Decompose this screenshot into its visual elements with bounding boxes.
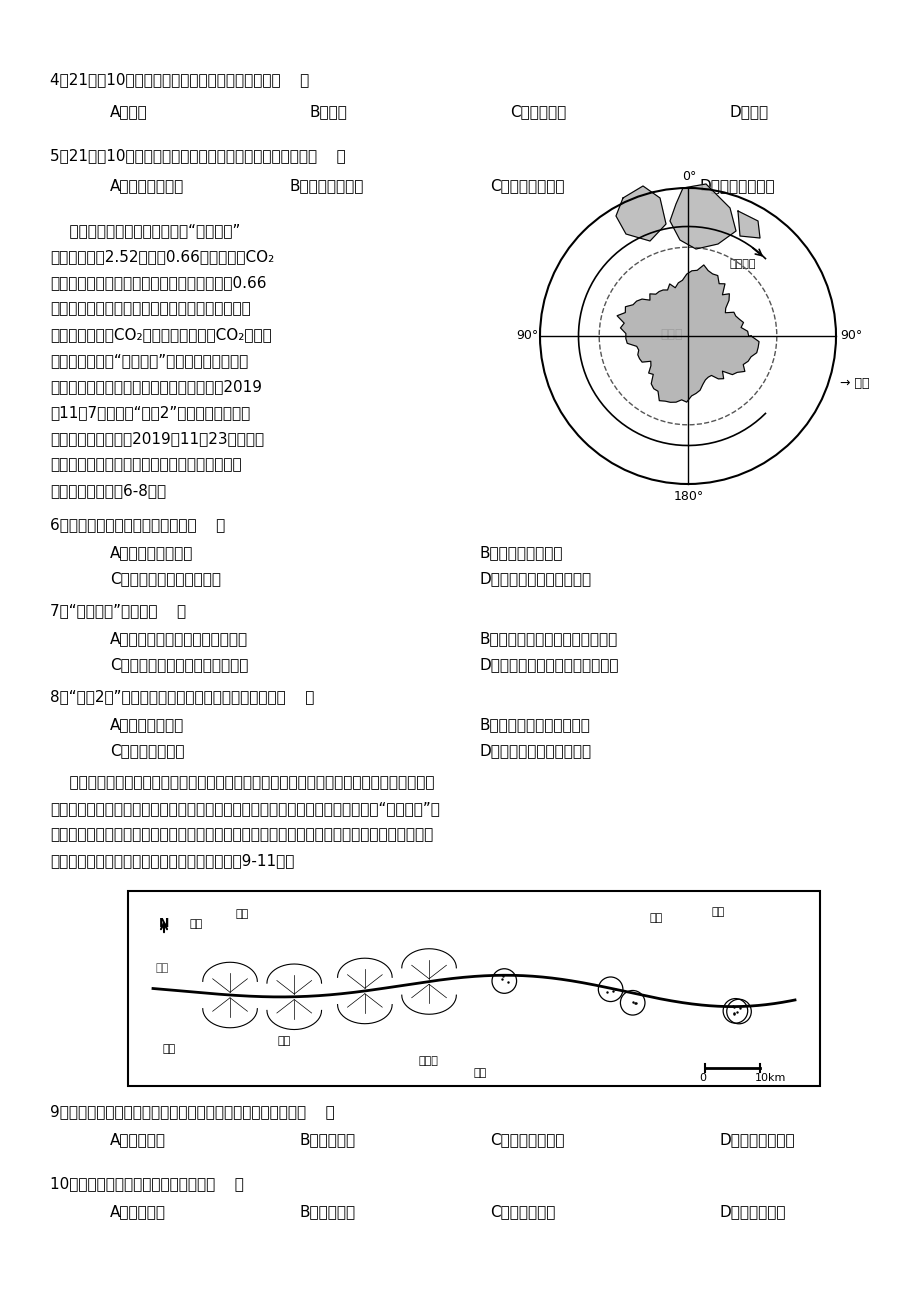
Text: 中山站: 中山站 bbox=[659, 328, 682, 341]
Text: 90°: 90° bbox=[839, 329, 861, 342]
Text: 枝城: 枝城 bbox=[163, 1044, 176, 1055]
Text: B．林地: B．林地 bbox=[310, 104, 347, 118]
Text: 9．上、下荆江河道自然弯曲度差异明显，可能是因为两河段（    ）: 9．上、下荆江河道自然弯曲度差异明显，可能是因为两河段（ ） bbox=[50, 1104, 335, 1118]
Text: 10．上荆江的扇形沉积体主要发育在（    ）: 10．上荆江的扇形沉积体主要发育在（ ） bbox=[50, 1176, 244, 1191]
Text: 6．南极洲封冻带来的主要影响是（    ）: 6．南极洲封冻带来的主要影响是（ ） bbox=[50, 517, 225, 533]
Text: 公安: 公安 bbox=[278, 1036, 291, 1047]
Text: B．河流凸岂: B．河流凸岂 bbox=[300, 1204, 356, 1219]
Text: 亿年前至今，造山运动发生，山体岩石中的硅酸盐: 亿年前至今，造山运动发生，山体岩石中的硅酸盐 bbox=[50, 301, 251, 316]
Text: A．耕地: A．耕地 bbox=[110, 104, 148, 118]
Text: 90°: 90° bbox=[516, 329, 538, 342]
Text: 藕池口: 藕池口 bbox=[418, 1056, 438, 1066]
Text: 的缩影。距今2.52亿年到0.66亿年年前，CO₂: 的缩影。距今2.52亿年到0.66亿年年前，CO₂ bbox=[50, 249, 274, 264]
Text: 研究发现，南极洲封冻是全球“冰室效应”: 研究发现，南极洲封冻是全球“冰室效应” bbox=[50, 223, 240, 238]
Text: 0: 0 bbox=[698, 1073, 705, 1083]
Bar bbox=[128, 891, 819, 1086]
Text: 7．“冰室效应”的产生（    ）: 7．“冰室效应”的产生（ ） bbox=[50, 603, 186, 618]
Text: 石首: 石首 bbox=[473, 1068, 487, 1078]
Text: 5．21世纪10年代苏州市水域比例的变化可能造成的影响是（    ）: 5．21世纪10年代苏州市水域比例的变化可能造成的影响是（ ） bbox=[50, 148, 346, 163]
Text: 年11月7日，中国“雪龙2”号科考船从霍巴特: 年11月7日，中国“雪龙2”号科考船从霍巴特 bbox=[50, 405, 250, 421]
Text: D．两岂植被差异: D．两岂植被差异 bbox=[720, 1131, 795, 1147]
Polygon shape bbox=[737, 211, 759, 238]
Text: 众多。上荆江属微弯曲河道，两岂发育众多的扇状沉积体；下荆江属高弯曲河道，“九曲回肠”，: 众多。上荆江属微弯曲河道，两岂发育众多的扇状沉积体；下荆江属高弯曲河道，“九曲回… bbox=[50, 801, 439, 816]
Text: D．导致地球表面的昼夜温差增大: D．导致地球表面的昼夜温差增大 bbox=[480, 658, 618, 672]
Text: 沉积物中，引发“冰室效应”，全球气候变冷。此: 沉积物中，引发“冰室效应”，全球气候变冷。此 bbox=[50, 353, 248, 368]
Text: 8．“雪龙2号”从霍巴特港到中山站附近海域的航程中（    ）: 8．“雪龙2号”从霍巴特港到中山站附近海域的航程中（ ） bbox=[50, 689, 314, 704]
Text: 浓度长期保持较高水平，全球气候普遍温暖。0.66: 浓度长期保持较高水平，全球气候普遍温暖。0.66 bbox=[50, 275, 267, 290]
Text: 沙市: 沙市 bbox=[236, 909, 249, 919]
Text: 外，西风漂流的出现使得南极进一步变冷。2019: 外，西风漂流的出现使得南极进一步变冷。2019 bbox=[50, 379, 262, 395]
Text: C．建设用地: C．建设用地 bbox=[509, 104, 565, 118]
Text: C．横穿了大西洋: C．横穿了大西洋 bbox=[110, 743, 185, 758]
Text: 经自然或人工截弯取直后，形成众多的牛轭湖沉积体。除两岂的沉积体以外，该河段还有很多江: 经自然或人工截弯取直后，形成众多的牛轭湖沉积体。除两岂的沉积体以外，该河段还有很… bbox=[50, 827, 433, 842]
Text: 10km: 10km bbox=[754, 1073, 786, 1083]
Text: D．洪水决口处: D．洪水决口处 bbox=[720, 1204, 786, 1219]
Polygon shape bbox=[616, 186, 665, 241]
Text: 岳阳: 岳阳 bbox=[711, 907, 724, 917]
Text: B．城市内涝加剧: B．城市内涝加剧 bbox=[289, 178, 364, 193]
Text: C．南极冰川更新周期变短: C．南极冰川更新周期变短 bbox=[110, 572, 221, 586]
Text: D．南极地区上升气流加强: D．南极地区上升气流加强 bbox=[480, 572, 592, 586]
Text: A．地形差异: A．地形差异 bbox=[110, 1131, 165, 1147]
Text: B．是由于造山运动消耗地球内能: B．是由于造山运动消耗地球内能 bbox=[480, 631, 618, 646]
Text: 江陵: 江陵 bbox=[190, 919, 203, 930]
Text: B．板块运动更剧烈: B．板块运动更剧烈 bbox=[480, 546, 563, 560]
Text: B．船上日出的地方时渐早: B．船上日出的地方时渐早 bbox=[480, 717, 590, 732]
Text: A．是因为西风漂流促进水热交换: A．是因为西风漂流促进水热交换 bbox=[110, 631, 248, 646]
Text: 长江荆江段地处江汉平原，枝城到藕池口为上荆江，藕池口到岳阳为下荆江，该河段沉积体: 长江荆江段地处江汉平原，枝城到藕池口为上荆江，藕池口到岳阳为下荆江，该河段沉积体 bbox=[50, 775, 434, 790]
Text: N: N bbox=[159, 917, 169, 930]
Text: 与降水中溢解的CO₂发生化学反应，将CO₂固定到: 与降水中溢解的CO₂发生化学反应，将CO₂固定到 bbox=[50, 327, 271, 342]
Text: 心沙洲。下图为长江荆江河段示意图，据此完戉9-11题。: 心沙洲。下图为长江荆江河段示意图，据此完戉9-11题。 bbox=[50, 853, 294, 868]
Text: 0°: 0° bbox=[681, 171, 696, 184]
Text: C．两岂岩性差异: C．两岂岩性差异 bbox=[490, 1131, 564, 1147]
Text: D．船上国旗常常飘向东北: D．船上国旗常常飘向东北 bbox=[480, 743, 592, 758]
Text: C．水体污染减轻: C．水体污染减轻 bbox=[490, 178, 564, 193]
Text: A．水生物种增多: A．水生物种增多 bbox=[110, 178, 184, 193]
Text: C．使南极大气吸收太阳辐射增多: C．使南极大气吸收太阳辐射增多 bbox=[110, 658, 248, 672]
Text: 监利: 监利 bbox=[650, 913, 663, 923]
Text: A．全球海平面下降: A．全球海平面下降 bbox=[110, 546, 193, 560]
Text: 示意图，据此完戉6-8题。: 示意图，据此完戉6-8题。 bbox=[50, 483, 166, 497]
Text: 港附近海域出发，于2019年11月23日抚达中: 港附近海域出发，于2019年11月23日抚达中 bbox=[50, 431, 264, 447]
Polygon shape bbox=[617, 266, 758, 402]
Text: C．河道宽阔处: C．河道宽阔处 bbox=[490, 1204, 555, 1219]
Text: 180°: 180° bbox=[674, 490, 703, 503]
Text: D．热岛效应减弱: D．热岛效应减弱 bbox=[699, 178, 775, 193]
Text: 霍巴特港: 霍巴特港 bbox=[729, 259, 755, 270]
Text: B．流量差异: B．流量差异 bbox=[300, 1131, 356, 1147]
Polygon shape bbox=[669, 184, 735, 249]
Text: 4．21世纪10年代苏州市建设用地主要转化来源为（    ）: 4．21世纪10年代苏州市建设用地主要转化来源为（ ） bbox=[50, 72, 309, 87]
Text: D．水域: D．水域 bbox=[729, 104, 768, 118]
Text: A．河流凹岂: A．河流凹岂 bbox=[110, 1204, 165, 1219]
Text: A．跨越东西半球: A．跨越东西半球 bbox=[110, 717, 184, 732]
Text: → 洋流: → 洋流 bbox=[839, 378, 868, 391]
Text: 荆江: 荆江 bbox=[156, 963, 169, 974]
Text: 山站附近海域。下图为南极大陆及部分海域洋流: 山站附近海域。下图为南极大陆及部分海域洋流 bbox=[50, 457, 242, 473]
